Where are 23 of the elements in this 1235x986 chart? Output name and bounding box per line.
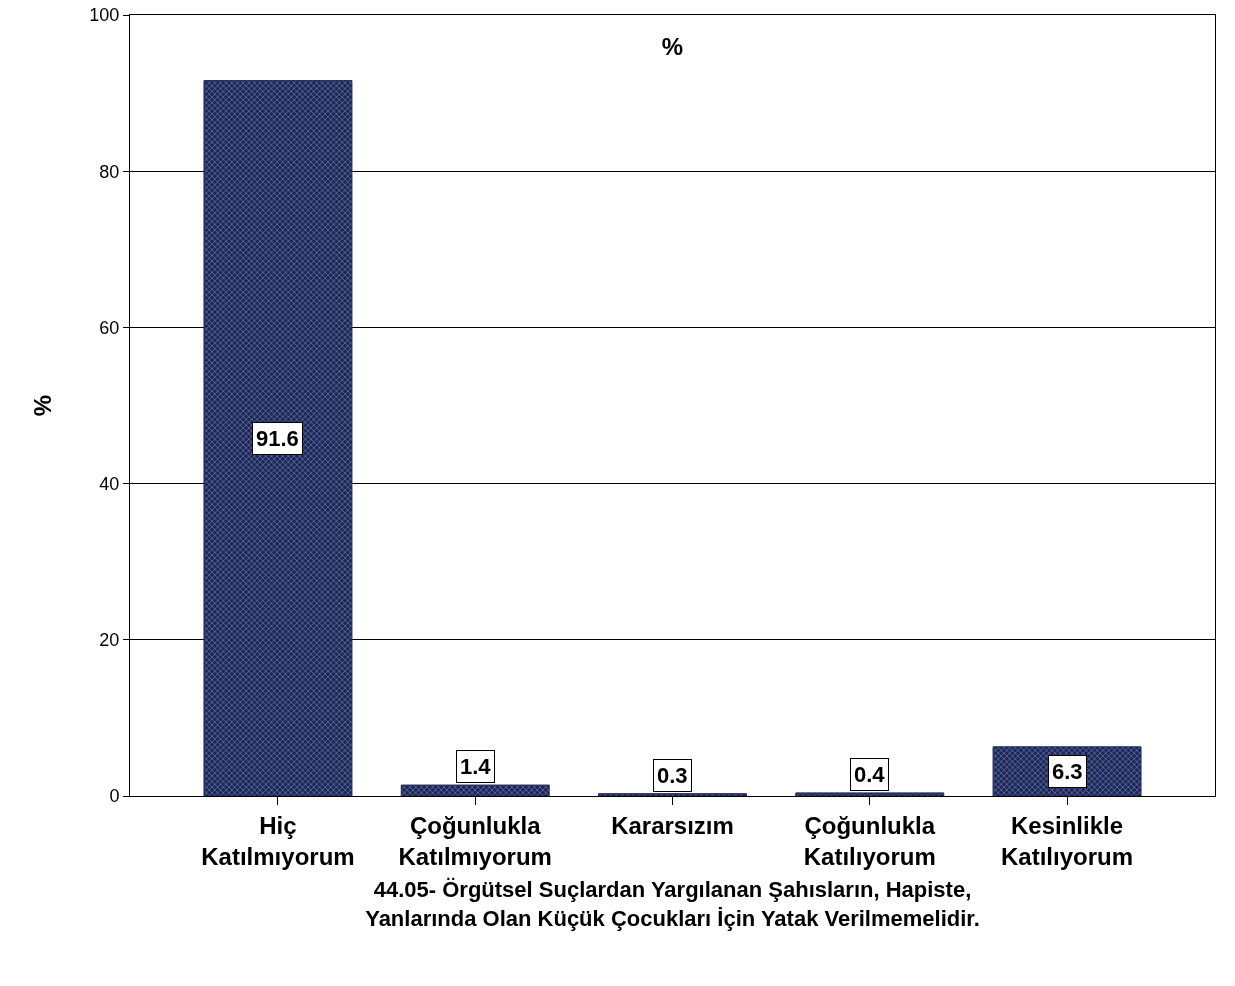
- x-tick-label: Kararsızım: [611, 811, 734, 839]
- bar: [795, 792, 945, 796]
- x-tick-label: Hiç Katılmıyorum: [201, 811, 355, 870]
- y-tick-label: 100: [89, 5, 120, 26]
- x-axis-title: 44.05- Örgütsel Suçlardan Yargılanan Şahısların, Hapiste, Yanlarında Olan Küçük Çocukları İçin Yatak Verilmemelidir.: [365, 876, 980, 931]
- x-tick-label: Kesinlikle Katılıyorum: [1001, 811, 1134, 870]
- bar: [598, 793, 747, 796]
- x-tick-label: Çoğunlukla Katılmıyorum: [398, 811, 552, 870]
- x-tick-label: Çoğunlukla Katılıyorum: [803, 811, 936, 870]
- y-tick-label: 80: [99, 161, 120, 182]
- data-label: 91.6: [256, 426, 299, 451]
- bar: [400, 784, 550, 796]
- data-label: 0.4: [854, 762, 886, 787]
- y-axis-title: %: [29, 394, 57, 417]
- text: %: [661, 33, 684, 61]
- data-label: 0.3: [657, 763, 688, 788]
- data-label: 6.3: [1052, 759, 1083, 784]
- y-tick-label: 0: [109, 786, 120, 807]
- bar: [203, 80, 353, 796]
- data-label: 1.4: [460, 754, 492, 779]
- y-tick-label: 60: [99, 317, 120, 338]
- y-tick-label: 20: [99, 630, 120, 651]
- y-tick-label: 40: [99, 473, 120, 494]
